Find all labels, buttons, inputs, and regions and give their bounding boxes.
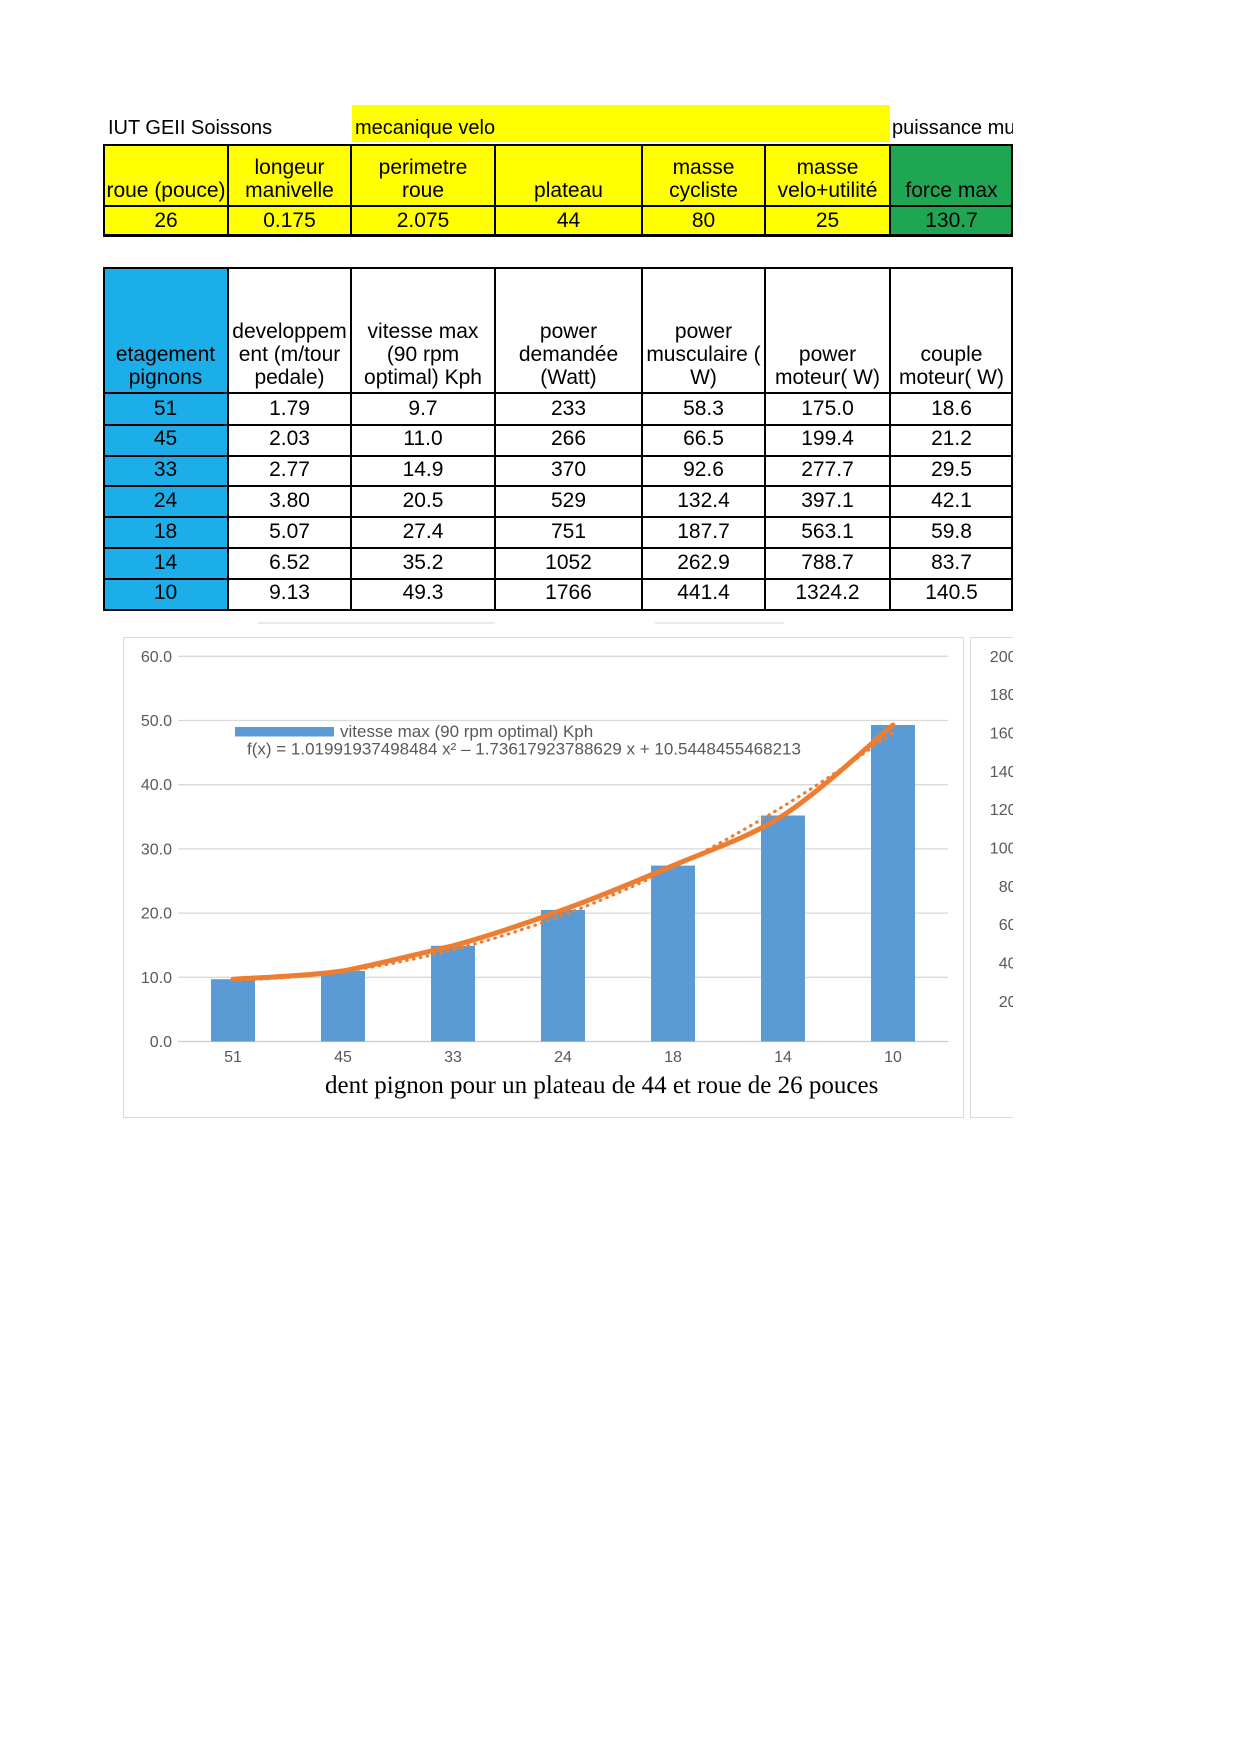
svg-text:10: 10 [884, 1049, 902, 1066]
svg-text:80: 80 [999, 879, 1013, 896]
svg-text:60.0: 60.0 [141, 649, 172, 666]
svg-text:120: 120 [990, 802, 1013, 819]
svg-text:60: 60 [999, 917, 1013, 934]
svg-text:vitesse max (90 rpm optimal) K: vitesse max (90 rpm optimal) Kph [340, 722, 593, 741]
svg-text:140: 140 [990, 764, 1013, 781]
svg-text:40: 40 [999, 956, 1013, 973]
svg-text:10.0: 10.0 [141, 970, 172, 987]
svg-text:33: 33 [444, 1049, 462, 1066]
svg-text:160: 160 [990, 726, 1013, 743]
svg-text:20: 20 [999, 994, 1013, 1011]
svg-text:f(x) = 1.01991937498484 x² – 1: f(x) = 1.01991937498484 x² – 1.736179237… [247, 740, 801, 759]
svg-text:14: 14 [774, 1049, 792, 1066]
svg-text:180: 180 [990, 687, 1013, 704]
svg-text:20.0: 20.0 [141, 906, 172, 923]
svg-text:50.0: 50.0 [141, 713, 172, 730]
svg-text:0.0: 0.0 [150, 1034, 172, 1051]
svg-text:200: 200 [990, 649, 1013, 666]
svg-text:100: 100 [990, 841, 1013, 858]
svg-text:24: 24 [554, 1049, 572, 1066]
svg-text:18: 18 [664, 1049, 682, 1066]
svg-text:45: 45 [334, 1049, 352, 1066]
svg-text:30.0: 30.0 [141, 841, 172, 858]
svg-text:dent pignon pour un plateau de: dent pignon pour un plateau de 44 et rou… [325, 1072, 878, 1099]
svg-text:51: 51 [224, 1049, 242, 1066]
svg-text:40.0: 40.0 [141, 777, 172, 794]
